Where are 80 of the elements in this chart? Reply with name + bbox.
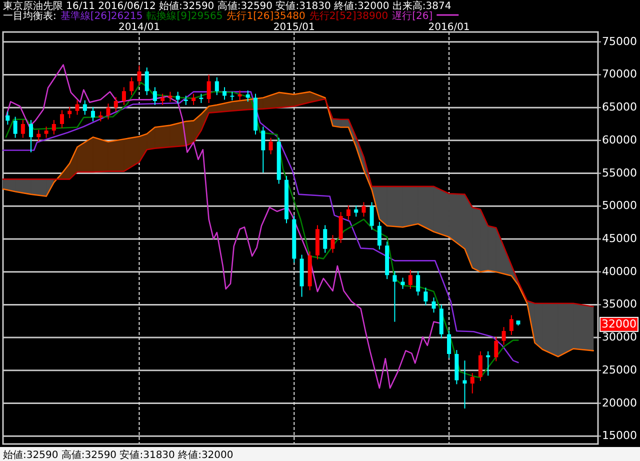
candlestick (424, 287, 428, 306)
candlestick (168, 91, 172, 102)
candlestick (20, 120, 25, 138)
y-tick-label: 55000 (602, 166, 637, 180)
x-tick-label: 2015/01 (273, 22, 315, 33)
candlestick (176, 91, 180, 104)
text: 基準線[26]26215 (60, 10, 143, 22)
y-tick-label: 15000 (602, 429, 637, 442)
text: 先行2[52]38900 (309, 10, 388, 22)
candlestick (152, 86, 157, 106)
text: 先行1[26]35480 (226, 10, 306, 22)
candlestick (416, 270, 420, 296)
candlestick (192, 93, 196, 106)
candlestick (6, 111, 10, 126)
candlestick (106, 103, 110, 120)
candlestick (36, 129, 41, 142)
candlestick (400, 277, 405, 290)
chart-subtitle: 一目均衡表: (3, 10, 56, 22)
candlestick (184, 95, 188, 106)
y-tick-label: 25000 (602, 363, 637, 376)
y-tick-label: 20000 (602, 396, 637, 410)
y-tick-label: 40000 (602, 264, 637, 278)
candlestick (494, 336, 498, 362)
candlestick (261, 126, 266, 174)
candlestick (13, 116, 18, 138)
candlestick (470, 372, 474, 394)
candlestick (130, 76, 134, 96)
y-tick-label: 70000 (602, 68, 637, 81)
candlestick (98, 111, 103, 122)
candlestick (432, 296, 436, 314)
candlestick (90, 106, 95, 122)
candlestick (354, 204, 358, 218)
candlestick (338, 212, 343, 244)
chart-title: 東京原油先限 16/11 2016/06/12 始値:32590 高値:32590 安値:31830 終値:32000 出来高:3874 (3, 0, 452, 12)
candlestick (502, 326, 506, 346)
candlestick (52, 120, 56, 136)
candlestick (238, 90, 242, 101)
candlestick (199, 93, 204, 104)
candlestick (323, 224, 328, 254)
candlestick (114, 96, 118, 112)
y-tick-label: 45000 (602, 232, 637, 245)
y-tick-label: 75000 (602, 34, 637, 48)
candlestick (486, 350, 490, 376)
candlestick (44, 126, 48, 138)
candlestick (82, 100, 87, 116)
candlestick (268, 137, 273, 155)
legend-label: 遅行[26] (392, 10, 433, 22)
candlestick (462, 360, 467, 410)
y-tick-label: 35000 (602, 298, 637, 311)
y-tick-label: 30000 (602, 330, 637, 344)
candlestick (137, 65, 142, 86)
x-tick-label: 2014/01 (118, 22, 160, 33)
text: 転換線[9]29565 (146, 10, 223, 22)
candlestick (370, 202, 374, 230)
candlestick (362, 202, 366, 218)
candlestick (246, 90, 250, 102)
candlestick (408, 269, 412, 290)
candlestick (346, 204, 350, 220)
candlestick (447, 330, 452, 358)
y-tick-label: 65000 (602, 100, 637, 114)
candlestick (122, 86, 126, 106)
candlestick (330, 234, 335, 254)
candlestick (206, 74, 211, 104)
candlestick (509, 314, 514, 336)
candlestick (144, 66, 149, 96)
candlestick (478, 350, 482, 382)
candlestick (160, 93, 165, 106)
candlestick (60, 110, 64, 128)
annotation: 32000 (602, 317, 636, 330)
candlestick (214, 76, 219, 96)
candlestick (75, 100, 80, 116)
candlestick (29, 120, 34, 153)
candlestick (377, 221, 382, 250)
candlestick (68, 106, 72, 119)
y-tick-label: 60000 (602, 133, 637, 146)
x-tick-label: 2016/01 (428, 22, 470, 33)
text: 始値:32590 高値:32590 安値:31830 終値:32000 (3, 449, 234, 461)
y-tick-label: 50000 (602, 199, 637, 212)
candlestick (392, 270, 397, 322)
candlestick (222, 86, 227, 100)
